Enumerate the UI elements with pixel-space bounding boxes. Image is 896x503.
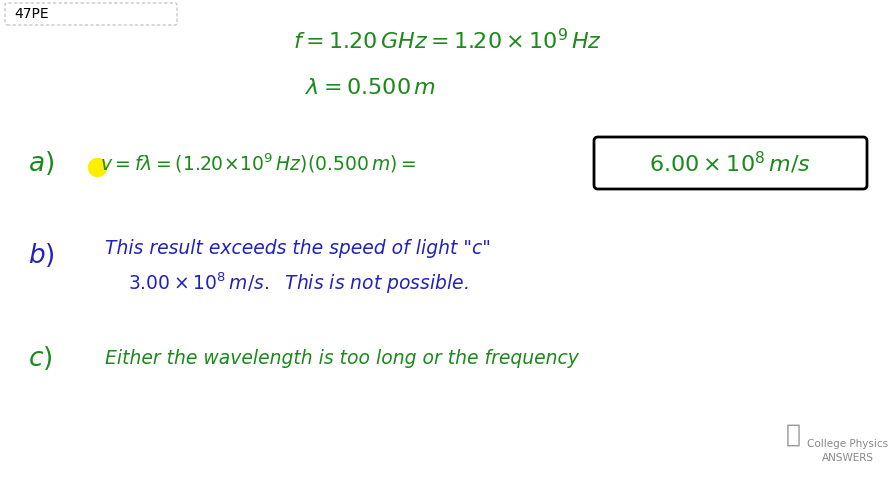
Text: This result exceeds the speed of light "c": This result exceeds the speed of light "… [105,238,491,258]
Text: $v = f\lambda = (1.20\!\times\!10^9\,Hz)(0.500\,m) =$: $v = f\lambda = (1.20\!\times\!10^9\,Hz)… [100,151,416,175]
FancyBboxPatch shape [594,137,867,189]
Text: $f = 1.20\,GHz = 1.20 \times 10^9\,Hz$: $f = 1.20\,GHz = 1.20 \times 10^9\,Hz$ [294,28,602,54]
Text: $3.00\times10^8\,m/s.$  This is not possible.: $3.00\times10^8\,m/s.$ This is not possi… [128,270,469,296]
FancyBboxPatch shape [5,3,177,25]
Text: College Physics
ANSWERS: College Physics ANSWERS [807,440,889,463]
Text: $6.00\times10^8\,m/s$: $6.00\times10^8\,m/s$ [649,150,811,176]
Text: $c)$: $c)$ [28,344,53,372]
Text: $b)$: $b)$ [28,241,55,269]
Text: $a)$: $a)$ [28,149,54,177]
Text: $\lambda = 0.500\,m$: $\lambda = 0.500\,m$ [305,78,435,98]
Text: 47PE: 47PE [14,7,48,21]
Text: 🎓: 🎓 [786,423,800,447]
Text: Either the wavelength is too long or the frequency: Either the wavelength is too long or the… [105,349,579,368]
